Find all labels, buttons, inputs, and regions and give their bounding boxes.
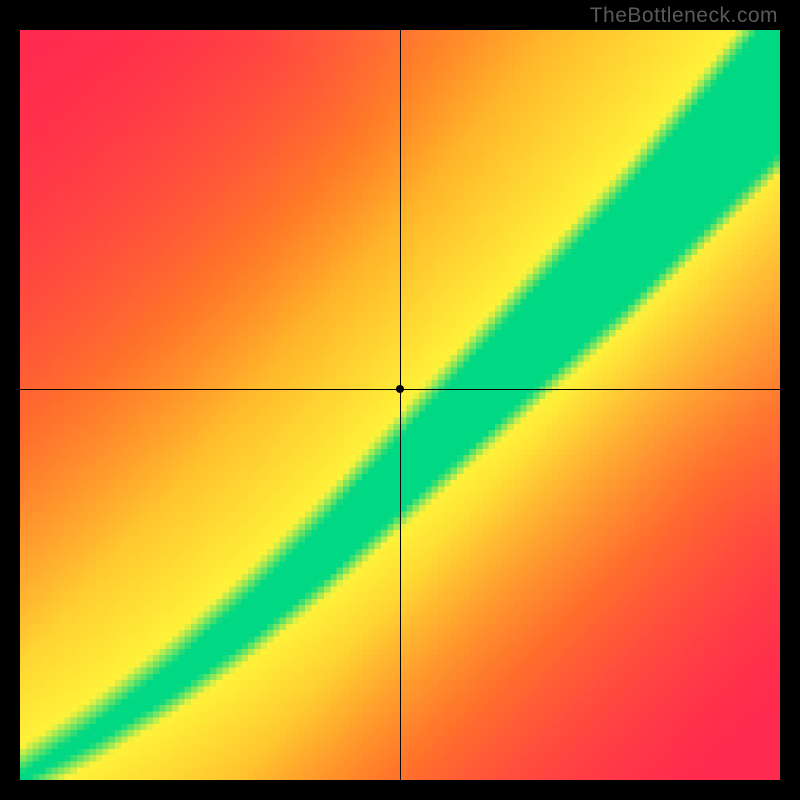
- crosshair-vertical: [400, 30, 401, 780]
- chart-container: TheBottleneck.com: [0, 0, 800, 800]
- plot-area: [20, 30, 780, 780]
- watermark-text: TheBottleneck.com: [590, 4, 778, 28]
- crosshair-dot: [396, 385, 404, 393]
